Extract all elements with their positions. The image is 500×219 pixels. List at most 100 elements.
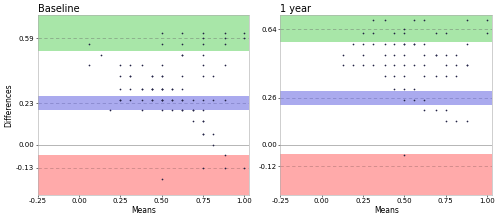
Point <box>220 98 228 101</box>
Point <box>410 42 418 46</box>
Point <box>380 74 388 78</box>
Point <box>209 132 217 136</box>
Point <box>85 64 93 67</box>
Point <box>178 42 186 46</box>
Point <box>178 109 186 112</box>
Point <box>400 64 408 67</box>
Point <box>442 8 450 11</box>
Point <box>96 53 104 56</box>
Point <box>442 109 450 112</box>
Point <box>452 64 460 67</box>
Point <box>189 109 197 112</box>
Point <box>432 74 440 78</box>
Point <box>464 64 471 67</box>
Point <box>400 31 408 35</box>
Point <box>452 119 460 123</box>
Point <box>220 37 228 40</box>
Point <box>464 64 471 67</box>
Point <box>349 42 357 46</box>
Point <box>158 87 166 90</box>
Point <box>369 64 377 67</box>
Point <box>178 53 186 56</box>
Point <box>158 87 166 90</box>
Point <box>116 98 124 101</box>
Point <box>148 74 156 78</box>
Point <box>148 98 156 101</box>
Point <box>339 53 347 56</box>
Bar <box>38 96 250 110</box>
Text: Baseline: Baseline <box>38 4 80 14</box>
Point <box>442 74 450 78</box>
Point <box>380 19 388 22</box>
Point <box>442 31 450 35</box>
Point <box>178 74 186 78</box>
Point <box>116 74 124 78</box>
Point <box>420 64 428 67</box>
Point <box>199 31 207 35</box>
Point <box>148 87 156 90</box>
Point <box>126 74 134 78</box>
Point <box>158 177 166 180</box>
Point <box>240 37 248 40</box>
Point <box>209 98 217 101</box>
Point <box>209 143 217 146</box>
Point <box>400 42 408 46</box>
Point <box>390 31 398 35</box>
Point <box>390 8 398 11</box>
Point <box>452 53 460 56</box>
Point <box>116 98 124 101</box>
Point <box>420 74 428 78</box>
Point <box>168 87 175 90</box>
Point <box>158 74 166 78</box>
Point <box>158 109 166 112</box>
Point <box>483 19 491 22</box>
Point <box>390 87 398 90</box>
Point <box>158 98 166 101</box>
Point <box>199 109 207 112</box>
Point <box>464 42 471 46</box>
Point <box>178 31 186 35</box>
Point <box>126 87 134 90</box>
Point <box>126 98 134 101</box>
Point <box>390 64 398 67</box>
Bar <box>280 154 492 195</box>
Point <box>199 132 207 136</box>
Point <box>410 42 418 46</box>
Point <box>168 98 175 101</box>
Point <box>400 8 408 11</box>
Point <box>400 98 408 101</box>
Point <box>158 98 166 101</box>
Point <box>420 8 428 11</box>
Bar <box>38 155 250 195</box>
Point <box>178 109 186 112</box>
Point <box>138 109 146 112</box>
Point <box>148 87 156 90</box>
Point <box>178 53 186 56</box>
Point <box>432 31 440 35</box>
Point <box>359 31 367 35</box>
Point <box>442 64 450 67</box>
Point <box>369 19 377 22</box>
Point <box>106 109 114 112</box>
Point <box>199 42 207 46</box>
Point <box>148 98 156 101</box>
Point <box>420 42 428 46</box>
Point <box>220 31 228 35</box>
Point <box>116 64 124 67</box>
Point <box>420 98 428 101</box>
Point <box>420 53 428 56</box>
Point <box>189 119 197 123</box>
Point <box>168 109 175 112</box>
Point <box>410 87 418 90</box>
Point <box>158 98 166 101</box>
Point <box>138 87 146 90</box>
Point <box>199 53 207 56</box>
Point <box>148 87 156 90</box>
Point <box>400 154 408 157</box>
Point <box>380 64 388 67</box>
Point <box>168 98 175 101</box>
Point <box>410 98 418 101</box>
Point <box>138 98 146 101</box>
Point <box>189 98 197 101</box>
Point <box>483 31 491 35</box>
